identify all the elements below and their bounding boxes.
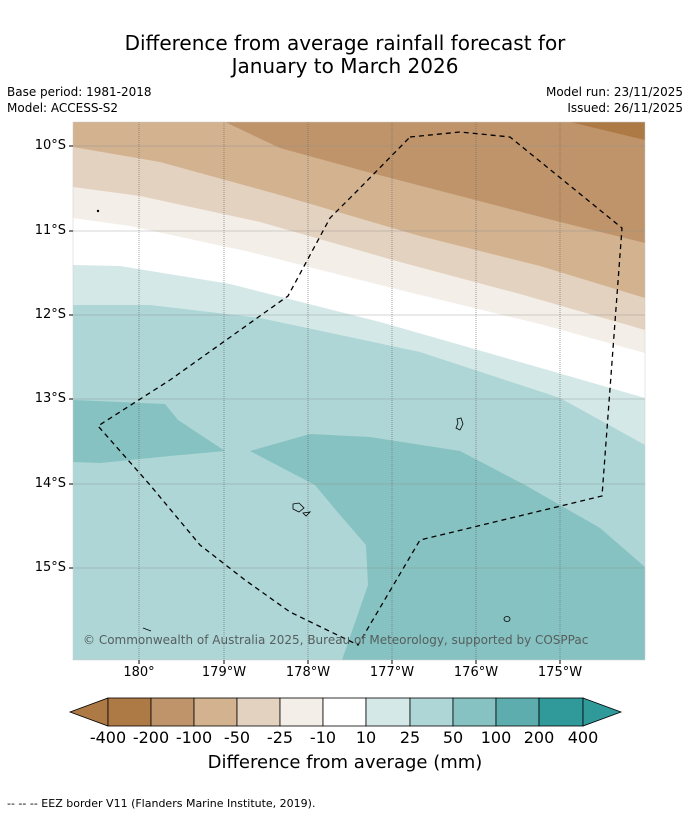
island-f [96,209,100,213]
colorbar-label-5: -10 [309,728,337,747]
region-50-100-west [73,400,225,463]
lat-label-14s: 14°S [34,476,66,491]
colorbar-high-extend [582,697,623,727]
islands [96,209,511,632]
colorbar-label-0: -400 [89,728,127,747]
band-minus400-minus200 [570,122,645,140]
lon-label-179w: 179°W [201,665,247,680]
island-d [503,616,511,622]
lon-ticks [138,660,561,664]
lat-label-12s: 12°S [34,307,66,322]
lon-label-180: 180° [123,665,155,680]
colorbar-swatch-1 [150,697,195,727]
lat-label-11s: 11°S [34,223,66,238]
lat-ticks [69,145,73,569]
lon-label-177w: 177°W [369,665,415,680]
colorbar-swatch-6 [365,697,411,727]
colorbar [68,697,623,727]
eez-footnote: -- -- -- EEZ border V11 (Flanders Marine… [7,797,316,810]
colorbar-swatch-0 [107,697,152,727]
colorbar-label-4: -25 [266,728,294,747]
colorbar-swatch-5 [322,697,367,727]
band-minus200-minus100 [225,122,645,243]
map-title: Difference from average rainfall forecas… [0,32,690,78]
map-area [73,122,645,660]
lon-label-178w: 178°W [285,665,331,680]
lat-label-15s: 15°S [34,560,66,575]
lat-label-13s: 13°S [34,391,66,406]
graticule [138,122,561,660]
lon-label-176w: 176°W [453,665,499,680]
colorbar-swatch-9 [495,697,540,727]
title-line-2: January to March 2026 [231,54,459,78]
colorbar-label-11: 400 [567,728,599,747]
issued-date: Issued: 26/11/2025 [567,101,683,115]
island-c [302,511,312,517]
colorbar-swatch-7 [409,697,454,727]
map-frame [72,121,646,661]
latitude-lines [73,145,645,569]
colorbar-label-8: 50 [442,728,464,747]
model-run: Model run: 23/11/2025 [545,85,683,99]
colorbar-label-6: 10 [355,728,377,747]
colorbar-swatch-2 [193,697,238,727]
colorbar-label-1: -200 [132,728,170,747]
model-name: Model: ACCESS-S2 [7,101,119,115]
colorbar-label-7: 25 [399,728,421,747]
meta-left: Base period: 1981-2018 Model: ACCESS-S2 [7,84,152,116]
colorbar-label-10: 200 [523,728,555,747]
colorbar-swatch-4 [279,697,324,727]
colorbar-label-9: 100 [480,728,512,747]
title-line-1: Difference from average rainfall forecas… [124,31,566,55]
lat-label-10s: 10°S [34,138,66,153]
colorbar-low-extend [68,697,109,727]
colorbar-swatch-10 [538,697,584,727]
meta-right: Model run: 23/11/2025 Issued: 26/11/2025 [546,84,683,116]
region-50-100-east [250,434,645,660]
colorbar-swatch-8 [452,697,497,727]
colorbar-label-3: -50 [223,728,251,747]
island-b [292,502,305,513]
base-period: Base period: 1981-2018 [7,85,152,99]
island-e [142,627,152,632]
island-a [455,417,464,431]
copyright-notice: © Commonwealth of Australia 2025, Bureau… [83,633,589,647]
colorbar-label-2: -100 [175,728,213,747]
colorbar-title: Difference from average (mm) [207,752,483,773]
colorbar-swatch-3 [236,697,281,727]
lon-label-175w: 175°W [537,665,583,680]
